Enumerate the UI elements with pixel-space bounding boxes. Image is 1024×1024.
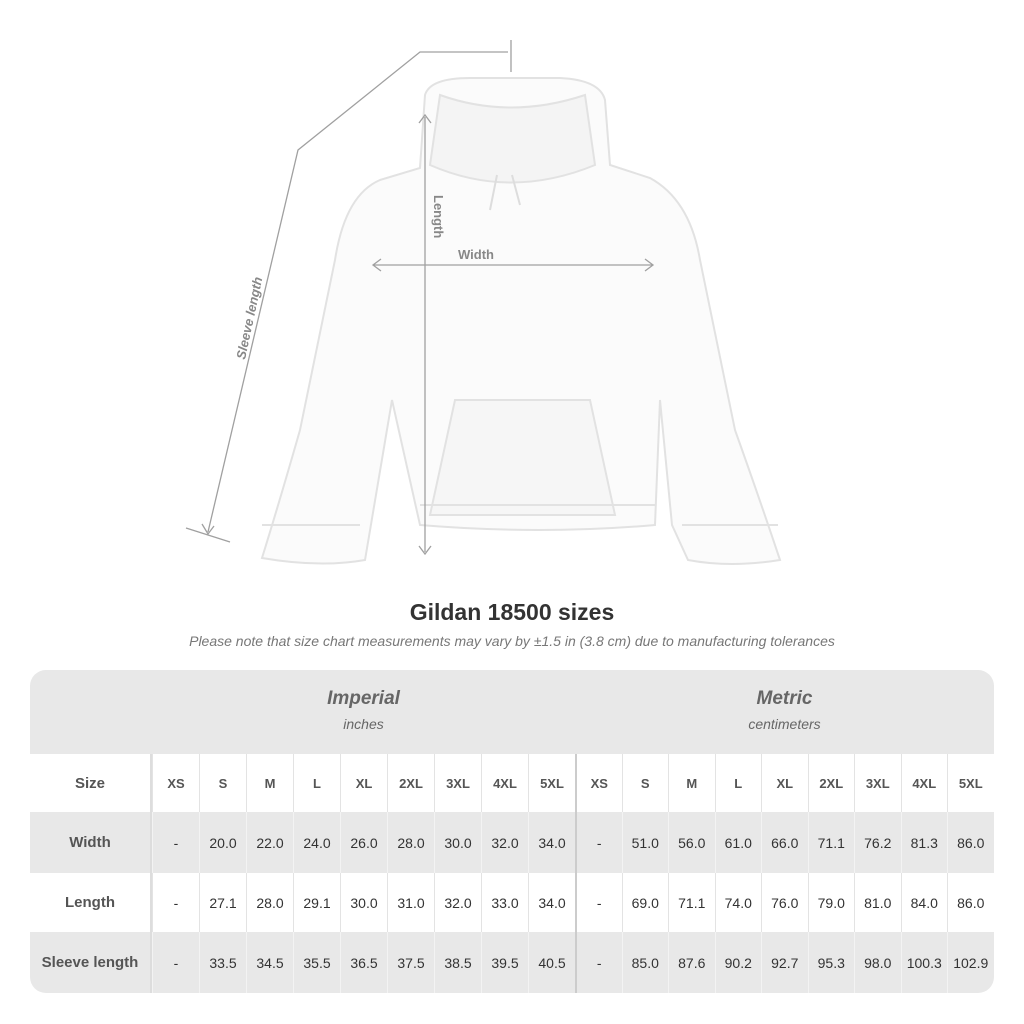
imperial-size-header: XS [152,754,199,812]
imperial-value-cell: 40.5 [528,932,575,993]
metric-value-cell: 87.6 [668,932,715,993]
imperial-value-cell: 30.0 [340,873,387,932]
imperial-size-header: L [293,754,340,812]
imperial-value-cell: 29.1 [293,873,340,932]
imperial-value-cell: 30.0 [434,812,481,873]
metric-value-cell: 76.2 [854,812,901,873]
imperial-header: Imperial inches [152,670,575,754]
metric-value-cell: 86.0 [947,812,994,873]
metric-title: Metric [756,688,813,709]
imperial-value-cell: 32.0 [434,873,481,932]
metric-value-cell: 74.0 [714,873,762,932]
metric-value-cell: 61.0 [714,812,762,873]
sleeve-length-label: Sleeve length [233,275,265,360]
metric-value-cell: - [575,812,622,873]
imperial-value-cell: - [152,873,199,932]
row-label: Length [30,873,152,932]
metric-value-cell: 66.0 [761,812,808,873]
metric-value-cell: 85.0 [621,932,669,993]
metric-value-cell: 56.0 [668,812,715,873]
imperial-value-cell: 31.0 [387,873,434,932]
metric-size-header: M [668,754,715,812]
table-row: Width -20.0 22.0 24.0 26.0 28.0 30.0 32.0 34.0-5… [30,812,994,873]
imperial-value-cell: 37.5 [387,932,434,993]
metric-size-header: S [621,754,669,812]
imperial-size-header: 5XL [528,754,575,812]
imperial-value-cell: 39.5 [481,932,528,993]
imperial-value-cell: - [152,812,199,873]
imperial-title: Imperial [327,688,400,709]
imperial-value-cell: 33.0 [481,873,528,932]
imperial-value-cell: 34.0 [528,873,575,932]
size-header-row: Size XS S M L XL 2XL 3XL 4XL 5XL XS S M L XL 2XL 3XL 4XL 5… [30,754,994,812]
metric-size-header: 5XL [947,754,994,812]
page-title: Gildan 18500 sizes [409,599,615,625]
metric-value-cell: 79.0 [807,873,855,932]
imperial-size-header: 2XL [387,754,434,812]
metric-value-cell: 76.0 [761,873,808,932]
row-label: Sleeve length [30,932,152,993]
units-header [30,670,994,754]
measurement-lines [185,40,655,556]
imperial-size-header: XL [340,754,387,812]
metric-value-cell: - [575,932,622,993]
metric-value-cell: 92.7 [761,932,808,993]
imperial-unit: inches [343,716,384,732]
metric-value-cell: 69.0 [621,873,669,932]
tolerance-note: Please note that size chart measurements… [189,633,835,649]
hoodie-diagram: Sleeve length Length Width [185,40,782,565]
metric-value-cell: 95.3 [807,932,855,993]
metric-value-cell: 98.0 [854,932,901,993]
metric-value-cell: - [575,873,622,932]
imperial-size-header: M [246,754,293,812]
table-row: Sleeve length -33.5 34.5 35.5 36.5 37.5 38.5 39… [30,932,994,993]
metric-value-cell: 71.1 [668,873,715,932]
imperial-value-cell: 36.5 [340,932,387,993]
imperial-size-header: 3XL [434,754,481,812]
size-table: Imperial inches Metric centimeters Size X… [30,670,994,993]
imperial-value-cell: 26.0 [340,812,387,873]
imperial-value-cell: 20.0 [199,812,246,873]
metric-value-cell: 81.0 [854,873,901,932]
metric-value-cell: 51.0 [621,812,669,873]
metric-size-header: 2XL [807,754,855,812]
metric-unit: centimeters [748,716,821,732]
imperial-value-cell: 32.0 [481,812,528,873]
metric-size-header: 3XL [854,754,901,812]
metric-header: Metric centimeters [575,670,994,754]
imperial-value-cell: 22.0 [246,812,293,873]
hoodie-illustration [260,77,782,565]
imperial-value-cell: 27.1 [199,873,246,932]
length-label: Length [431,195,446,238]
imperial-value-cell: 38.5 [434,932,481,993]
metric-value-cell: 90.2 [714,932,762,993]
imperial-value-cell: 35.5 [293,932,340,993]
imperial-value-cell: 24.0 [293,812,340,873]
imperial-value-cell: 28.0 [387,812,434,873]
table-row: Length -27.1 28.0 29.1 30.0 31.0 32.0 33.0 34.0-… [30,873,994,932]
metric-value-cell: 81.3 [900,812,948,873]
metric-size-header: XL [761,754,808,812]
metric-value-cell: 86.0 [947,873,994,932]
row-label: Size [30,754,152,812]
imperial-value-cell: 28.0 [246,873,293,932]
imperial-size-header: 4XL [481,754,528,812]
metric-size-header: XS [575,754,622,812]
imperial-size-header: S [199,754,246,812]
metric-value-cell: 100.3 [900,932,948,993]
imperial-value-cell: 34.5 [246,932,293,993]
row-label: Width [30,812,152,873]
metric-value-cell: 84.0 [900,873,948,932]
imperial-value-cell: - [152,932,199,993]
metric-value-cell: 102.9 [947,932,994,993]
imperial-value-cell: 34.0 [528,812,575,873]
imperial-value-cell: 33.5 [199,932,246,993]
metric-value-cell: 71.1 [807,812,855,873]
metric-size-header: L [714,754,762,812]
metric-size-header: 4XL [900,754,948,812]
width-label: Width [458,247,494,262]
